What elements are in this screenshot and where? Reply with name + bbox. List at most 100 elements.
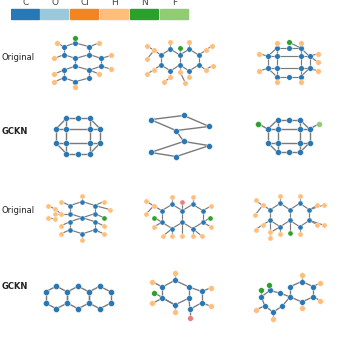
Point (148, 150, 153, 155)
Point (298, 45, 304, 51)
Point (97, 140, 103, 146)
Point (87, 44, 92, 49)
Point (256, 121, 261, 126)
Point (75, 116, 81, 121)
Point (64, 140, 69, 146)
Point (43, 300, 48, 306)
Text: Cl: Cl (81, 0, 90, 7)
Text: N: N (141, 0, 148, 7)
Point (286, 45, 291, 51)
Point (144, 198, 149, 204)
Text: H: H (112, 0, 118, 7)
Point (61, 52, 67, 57)
Point (161, 79, 167, 85)
Point (73, 40, 78, 46)
Point (190, 194, 196, 199)
Point (199, 289, 205, 294)
Point (108, 300, 113, 306)
Point (101, 199, 107, 204)
Point (256, 51, 262, 57)
Point (96, 71, 102, 77)
Point (158, 52, 164, 58)
Point (87, 116, 93, 121)
Point (322, 223, 327, 228)
Point (277, 224, 283, 230)
Point (286, 74, 291, 79)
Point (73, 64, 78, 69)
Point (52, 55, 57, 61)
Point (144, 71, 150, 77)
Bar (11, 8, 39, 19)
Point (87, 67, 92, 73)
Point (67, 203, 73, 208)
Point (287, 284, 293, 290)
Point (80, 199, 85, 204)
Point (169, 201, 175, 207)
Point (274, 53, 279, 59)
Point (177, 62, 183, 68)
Point (265, 66, 271, 71)
Point (267, 207, 273, 212)
Point (86, 289, 92, 295)
Point (108, 289, 113, 295)
Point (203, 67, 208, 72)
Point (196, 52, 201, 58)
Point (173, 128, 179, 133)
Point (314, 203, 320, 208)
Point (54, 306, 59, 311)
Point (252, 213, 258, 218)
Point (286, 150, 291, 155)
Point (274, 74, 279, 79)
Point (151, 203, 157, 209)
Point (144, 211, 149, 217)
Point (159, 219, 165, 225)
Point (318, 280, 323, 286)
Point (270, 309, 276, 315)
Text: GCKN: GCKN (2, 127, 28, 136)
Point (206, 143, 212, 148)
Point (199, 233, 205, 239)
Point (67, 219, 73, 225)
Point (298, 66, 304, 71)
Point (151, 48, 157, 53)
Point (61, 44, 67, 49)
Point (287, 294, 293, 300)
Point (253, 198, 258, 203)
Point (151, 290, 157, 296)
Point (97, 126, 103, 132)
Point (52, 211, 58, 217)
Point (297, 231, 303, 237)
Point (267, 236, 273, 241)
Point (181, 139, 186, 144)
Point (75, 151, 81, 156)
Point (86, 300, 92, 306)
Point (80, 237, 85, 243)
Point (297, 193, 303, 199)
Point (310, 284, 316, 290)
Point (108, 66, 114, 72)
Point (92, 203, 98, 208)
Point (280, 303, 285, 309)
Point (177, 69, 183, 74)
Point (172, 302, 178, 308)
Point (58, 199, 64, 204)
Point (287, 218, 293, 223)
Point (307, 126, 312, 132)
Point (97, 306, 102, 311)
Point (172, 278, 178, 283)
Point (61, 67, 67, 73)
Point (98, 55, 104, 61)
Point (318, 298, 323, 304)
Point (200, 208, 206, 213)
Point (43, 289, 48, 295)
Point (186, 40, 192, 45)
Point (199, 300, 205, 305)
Point (160, 295, 165, 301)
Point (209, 43, 215, 48)
Point (259, 287, 264, 293)
Text: C: C (22, 0, 28, 7)
Point (187, 306, 193, 312)
Point (259, 294, 264, 300)
Point (97, 284, 102, 289)
Point (277, 193, 283, 199)
